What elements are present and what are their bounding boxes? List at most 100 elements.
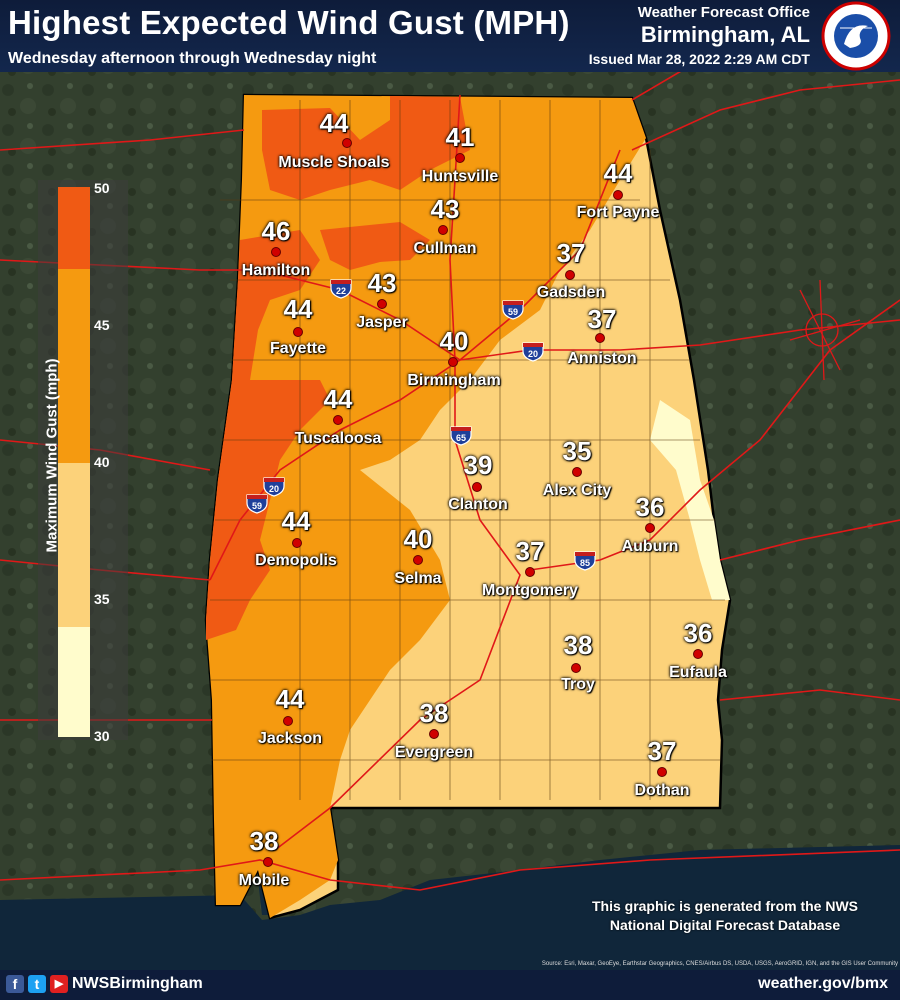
- city-marker: [571, 663, 581, 673]
- note-line-2: National Digital Forecast Database: [609, 917, 841, 933]
- office-label: Weather Forecast Office: [637, 4, 810, 21]
- city-marker: [293, 327, 303, 337]
- social-handle[interactable]: NWSBirmingham: [72, 975, 203, 992]
- city-label: 41 Huntsville: [422, 124, 498, 186]
- interstate-shield-icon: 59: [246, 494, 268, 514]
- city-name: Jackson: [257, 730, 323, 747]
- city-gust-value: 36: [683, 618, 713, 648]
- city-marker: [438, 225, 448, 235]
- city-name: Auburn: [621, 538, 679, 555]
- city-name: Muscle Shoals: [278, 154, 390, 171]
- city-name: Fort Payne: [576, 204, 660, 221]
- city-name: Eufaula: [669, 664, 727, 681]
- nws-logo-icon: [821, 1, 891, 71]
- twitter-icon[interactable]: t: [28, 975, 46, 993]
- city-marker: [333, 415, 343, 425]
- city-label: 44 Demopolis: [255, 508, 337, 570]
- interstate-number: 59: [252, 501, 262, 511]
- city-marker: [693, 649, 703, 659]
- youtube-icon[interactable]: ▶: [50, 975, 68, 993]
- city-gust-value: 37: [647, 736, 677, 766]
- city-label: 46 Hamilton: [242, 218, 310, 280]
- city-marker: [572, 467, 582, 477]
- interstate-shield-icon: 65: [450, 426, 472, 446]
- city-name: Hamilton: [241, 262, 311, 279]
- gust-zone-45-50-west: [206, 230, 330, 640]
- map-attribution: Source: Esri, Maxar, GeoEye, Earthstar G…: [541, 961, 898, 967]
- data-source-note: This graphic is generated from the NWS N…: [560, 897, 890, 935]
- city-name: Huntsville: [421, 168, 499, 185]
- city-label: 44 Fort Payne: [577, 160, 660, 222]
- interstate-number: 85: [580, 558, 590, 568]
- interstate-22: [0, 259, 461, 361]
- website-link[interactable]: weather.gov/bmx: [758, 975, 888, 992]
- city-marker: [429, 729, 439, 739]
- interstate-number: 59: [508, 307, 518, 317]
- city-gust-value: 39: [463, 450, 493, 480]
- city-gust-value: 44: [275, 684, 305, 714]
- city-label: 43 Jasper: [356, 270, 408, 332]
- city-marker: [657, 767, 667, 777]
- interstate-number: 65: [456, 433, 466, 443]
- interstate-65: [274, 94, 521, 851]
- city-marker: [292, 538, 302, 548]
- city-label: 38 Evergreen: [395, 700, 473, 762]
- facebook-icon[interactable]: f: [6, 975, 24, 993]
- interstate-shield-icon: 20: [263, 477, 285, 497]
- city-label: 36 Eufaula: [669, 620, 727, 682]
- city-name: Tuscaloosa: [294, 430, 382, 447]
- city-marker: [271, 247, 281, 257]
- city-label: 38 Mobile: [239, 828, 290, 890]
- note-line-1: This graphic is generated from the NWS: [591, 898, 859, 914]
- city-name: Fayette: [269, 340, 327, 357]
- city-name: Dothan: [634, 782, 690, 799]
- city-gust-value: 37: [587, 304, 617, 334]
- city-name: Demopolis: [255, 552, 337, 569]
- city-marker: [377, 299, 387, 309]
- city-gust-value: 46: [261, 216, 291, 246]
- interstate-shield-icon: 85: [574, 551, 596, 571]
- city-marker: [595, 333, 605, 343]
- city-marker: [263, 857, 273, 867]
- city-label: 38 Troy: [561, 632, 595, 694]
- interstate-shield-icon: 20: [522, 342, 544, 362]
- city-gust-value: 37: [515, 536, 545, 566]
- city-marker: [613, 190, 623, 200]
- city-label: 37 Anniston: [567, 306, 636, 368]
- city-marker: [342, 138, 352, 148]
- city-gust-value: 43: [367, 268, 397, 298]
- legend-tick-40: 40: [94, 454, 110, 470]
- city-name: Selma: [394, 570, 442, 587]
- gust-zone-45-50-north: [262, 96, 470, 200]
- gulf-water: [0, 845, 900, 970]
- city-gust-value: 40: [439, 326, 469, 356]
- gust-zone-45-50-mid: [320, 222, 430, 270]
- interstate-number: 20: [269, 484, 279, 494]
- city-label: 44 Jackson: [258, 686, 322, 748]
- highway-northeast: [631, 79, 900, 151]
- city-label: 39 Clanton: [448, 452, 508, 514]
- legend-tick-45: 45: [94, 317, 110, 333]
- city-gust-value: 36: [635, 492, 665, 522]
- city-gust-value: 38: [419, 698, 449, 728]
- city-marker: [645, 523, 655, 533]
- interstate-number: 22: [336, 286, 346, 296]
- interstate-10: [0, 849, 900, 891]
- city-label: 40 Selma: [394, 526, 441, 588]
- interstate-shield-icon: 59: [502, 300, 524, 320]
- city-gust-value: 38: [249, 826, 279, 856]
- city-label: 44 Tuscaloosa: [295, 386, 382, 448]
- city-marker: [455, 153, 465, 163]
- legend-tick-30: 30: [94, 728, 110, 744]
- city-gust-value: 44: [323, 384, 353, 414]
- map-subtitle: Wednesday afternoon through Wednesday ni…: [8, 50, 377, 67]
- city-label: 44 Muscle Shoals: [278, 110, 389, 172]
- city-name: Birmingham: [407, 372, 501, 389]
- city-marker: [565, 270, 575, 280]
- city-gust-value: 35: [562, 436, 592, 466]
- interstate-number: 20: [528, 349, 538, 359]
- city-marker: [283, 716, 293, 726]
- city-name: Gadsden: [536, 284, 606, 301]
